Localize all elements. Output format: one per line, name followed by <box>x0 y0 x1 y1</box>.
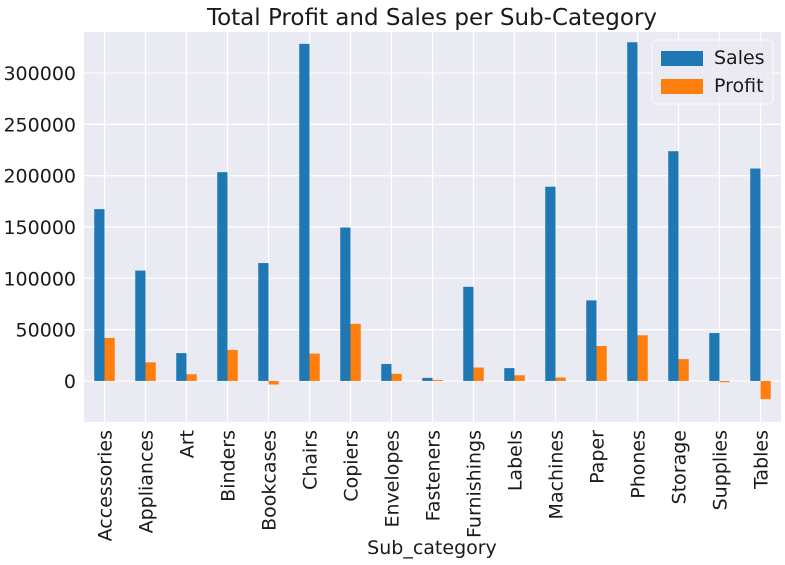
x-tick-label: Chairs <box>300 430 322 490</box>
bar-profit <box>391 373 402 381</box>
y-tick-label: 250000 <box>3 114 76 136</box>
bar-sales <box>176 353 187 381</box>
bar-sales <box>217 172 228 381</box>
x-tick-label: Copiers <box>341 430 363 502</box>
bar-sales <box>94 209 105 381</box>
bar-sales <box>258 263 269 381</box>
bar-profit <box>104 337 115 381</box>
bar-profit <box>596 345 607 381</box>
bar-profit <box>555 377 566 381</box>
bar-sales <box>750 168 761 381</box>
bar-profit <box>719 380 730 383</box>
x-tick-label: Art <box>177 430 199 458</box>
legend: Sales Profit <box>651 39 774 105</box>
bar-profit <box>760 380 771 400</box>
bar-sales <box>545 186 556 381</box>
x-tick-label: Bookcases <box>259 430 281 531</box>
bar-profit <box>350 323 361 381</box>
y-tick-label: 0 <box>64 371 76 393</box>
legend-swatch-profit <box>661 79 703 94</box>
bar-profit <box>514 375 525 381</box>
x-tick-label: Phones <box>628 430 650 499</box>
bar-profit <box>473 367 484 381</box>
y-tick-label: 150000 <box>3 217 76 239</box>
bar-sales <box>709 333 720 381</box>
x-tick-label: Paper <box>587 430 609 484</box>
legend-label-profit: Profit <box>714 75 764 97</box>
x-tick-label: Machines <box>546 430 568 519</box>
bar-profit <box>186 374 197 381</box>
bar-profit <box>309 353 320 381</box>
bar-sales <box>422 377 433 381</box>
y-tick-label: 300000 <box>3 63 76 85</box>
x-tick-label: Appliances <box>136 430 158 533</box>
legend-swatch-sales <box>661 51 703 66</box>
y-tick-label: 100000 <box>3 268 76 290</box>
bar-profit <box>145 362 156 381</box>
x-tick-label: Fasteners <box>423 430 445 521</box>
bar-profit <box>678 359 689 381</box>
x-tick-label: Envelopes <box>382 430 404 528</box>
y-tick-label: 200000 <box>3 166 76 188</box>
bar-sales <box>299 43 310 381</box>
bar-sales <box>504 368 515 381</box>
x-tick-label: Supplies <box>710 430 732 510</box>
bar-sales <box>668 151 679 381</box>
x-tick-label: Accessories <box>95 430 117 541</box>
bar-sales <box>463 286 474 381</box>
x-tick-label: Furnishings <box>464 430 486 538</box>
x-tick-label: Tables <box>751 430 773 490</box>
chart-title: Total Profit and Sales per Sub-Category <box>206 5 657 31</box>
bar-sales <box>627 42 638 381</box>
bar-profit <box>637 335 648 381</box>
bar-sales <box>135 270 146 381</box>
bar-sales <box>340 227 351 381</box>
bar-sales <box>381 364 392 381</box>
bar-sales <box>586 300 597 381</box>
legend-label-sales: Sales <box>714 47 765 69</box>
y-tick-label: 50000 <box>16 320 76 342</box>
bar-profit <box>432 379 443 381</box>
bar-profit <box>268 380 279 385</box>
x-tick-label: Storage <box>669 430 691 504</box>
bar-profit <box>227 349 238 381</box>
x-axis-label: Sub_category <box>367 537 497 559</box>
x-tick-label: Binders <box>218 430 240 502</box>
x-tick-label: Labels <box>505 430 527 491</box>
